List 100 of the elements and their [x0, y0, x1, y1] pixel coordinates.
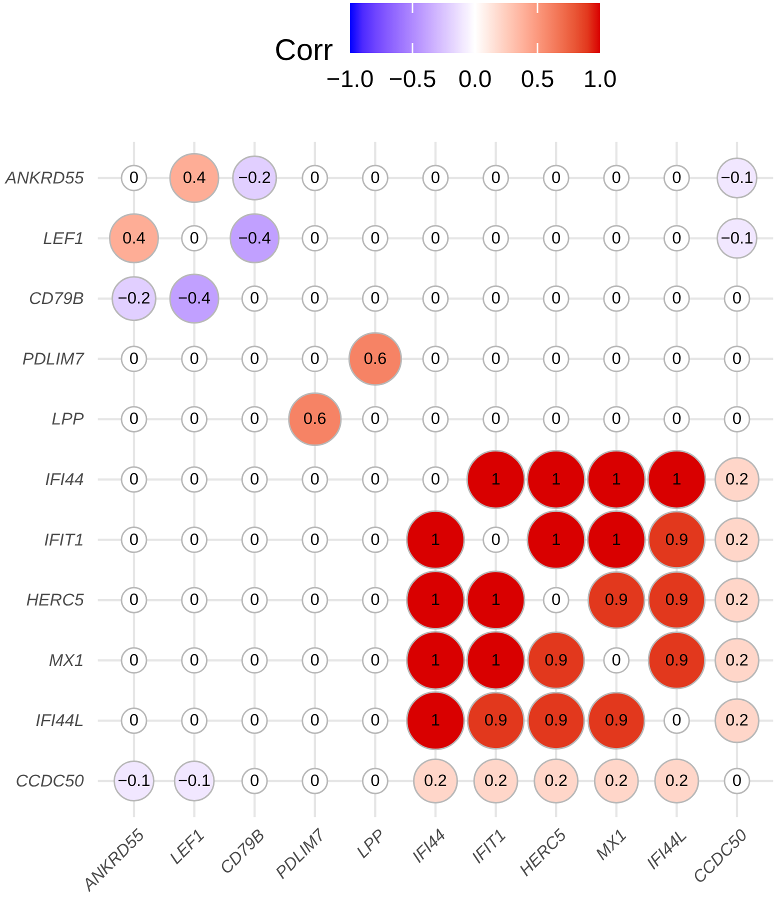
data-label: 1: [552, 530, 561, 549]
data-label: 0.2: [726, 530, 748, 549]
data-label: 0.2: [424, 772, 447, 790]
data-label: 0: [370, 591, 380, 610]
data-label: 0.9: [484, 712, 508, 730]
data-label: 0.2: [726, 470, 748, 488]
y-tick-label: HERC5: [26, 590, 84, 610]
data-label: 0: [552, 290, 561, 308]
data-label: 0: [190, 229, 199, 248]
data-label: 0: [612, 169, 621, 187]
y-tick-label: ANKRD55: [4, 168, 84, 188]
data-label: 1: [672, 470, 682, 488]
data-label: −0.1: [178, 772, 211, 790]
data-label: 1: [491, 591, 500, 610]
data-label: −0.4: [238, 229, 271, 248]
data-label: −0.4: [178, 290, 211, 308]
color-bar-label: −0.5: [388, 66, 436, 93]
color-bar-label: 1.0: [583, 66, 617, 93]
data-label: 0: [310, 530, 320, 549]
y-tick-label: PDLIM7: [22, 349, 84, 368]
data-label: 0: [129, 410, 139, 428]
data-label: 0: [491, 350, 500, 368]
data-label: 1: [491, 470, 500, 488]
data-label: 0: [552, 169, 561, 187]
data-label: 0: [250, 350, 260, 368]
data-label: 0: [612, 651, 621, 670]
data-label: −0.1: [720, 169, 754, 187]
data-label: 0: [370, 229, 380, 248]
data-label: 0: [250, 712, 260, 730]
data-label: 1: [430, 712, 440, 730]
color-bar-label: −1.0: [326, 66, 374, 93]
data-label: 0: [370, 712, 380, 730]
data-label: 0: [491, 229, 500, 248]
data-label: 0: [732, 350, 742, 368]
data-label: 0: [430, 410, 440, 428]
data-label: −0.2: [238, 169, 271, 187]
data-label: 0.2: [544, 772, 568, 790]
data-label: 0: [250, 772, 260, 790]
data-label: 0: [370, 410, 380, 428]
data-label: 0: [552, 591, 561, 610]
data-label: 0: [430, 470, 440, 488]
data-label: 0: [491, 530, 500, 549]
data-label: 0: [672, 169, 682, 187]
data-label: 0: [310, 772, 320, 790]
data-label: 0.4: [122, 229, 146, 248]
data-label: 0: [430, 290, 440, 308]
data-label: 0: [190, 651, 199, 670]
data-label: 0: [129, 169, 139, 187]
data-label: 0: [732, 290, 742, 308]
y-tick-label: IFI44: [45, 470, 84, 489]
data-label: 0: [310, 350, 320, 368]
y-tick-label: IFI44L: [36, 711, 84, 730]
y-tick-label: IFIT1: [44, 530, 84, 550]
data-label: −0.1: [118, 772, 150, 790]
data-label: 0.2: [726, 712, 748, 730]
data-label: 0: [370, 651, 380, 670]
data-label: 0: [190, 350, 199, 368]
data-label: 0: [310, 290, 320, 308]
data-label: 0: [129, 470, 139, 488]
data-label: 0.2: [726, 651, 748, 670]
color-bar-label: 0.5: [520, 66, 554, 93]
data-label: 0: [552, 410, 561, 428]
data-label: 0: [310, 169, 320, 187]
data-label: 0.9: [604, 712, 628, 730]
data-label: 0: [612, 290, 621, 308]
data-label: 0: [672, 229, 682, 248]
data-label: 0: [310, 229, 320, 248]
data-label: 0: [430, 229, 440, 248]
data-label: 0.9: [544, 651, 568, 670]
data-label: 0: [190, 591, 199, 610]
data-label: 0: [250, 410, 260, 428]
data-label: 0.4: [182, 169, 206, 187]
data-label: 0: [491, 290, 500, 308]
data-label: 0.2: [484, 772, 508, 790]
y-tick-label: LEF1: [43, 228, 84, 248]
data-label: 0: [250, 591, 260, 610]
data-label: 0.9: [604, 591, 628, 610]
data-label: 0: [370, 530, 380, 549]
data-label: 1: [430, 591, 440, 610]
data-label: 0: [310, 712, 320, 730]
data-label: 1: [612, 470, 621, 488]
data-label: 0.9: [665, 530, 688, 549]
data-label: 0: [250, 651, 260, 670]
data-label: 0.9: [665, 591, 688, 610]
data-label: 0: [190, 712, 199, 730]
data-label: 1: [552, 470, 561, 488]
data-label: −0.1: [720, 229, 754, 248]
data-label: 0.6: [303, 410, 326, 428]
data-label: 1: [612, 530, 621, 549]
data-label: 0: [129, 530, 139, 549]
y-tick-label: CCDC50: [16, 772, 84, 790]
data-label: 0: [491, 410, 500, 428]
data-label: 0.9: [544, 712, 568, 730]
data-label: 0: [310, 591, 320, 610]
data-label: 0: [370, 169, 380, 187]
data-label: 0: [672, 350, 682, 368]
data-label: 0: [491, 169, 500, 187]
data-label: 0: [190, 410, 199, 428]
data-label: 0: [129, 591, 139, 610]
color-bar-label: 0.0: [458, 66, 492, 93]
